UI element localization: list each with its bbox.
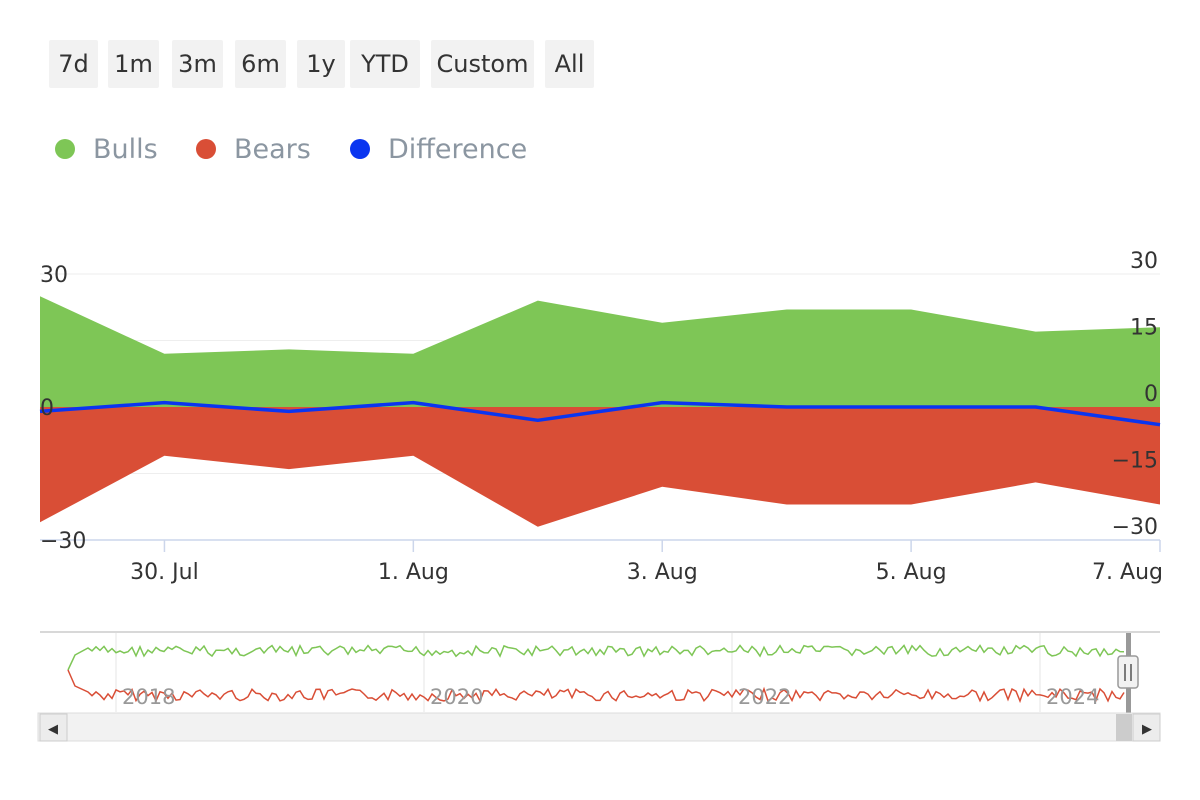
navigator-year-label: 2020 [430, 685, 483, 709]
range-button-1m[interactable]: 1m [108, 40, 159, 88]
range-button-ytd[interactable]: YTD [350, 40, 420, 88]
bears-dot-icon [196, 138, 216, 159]
legend-label-bulls: Bulls [93, 134, 158, 165]
legend-label-difference: Difference [388, 134, 528, 165]
navigator-year-label: 2022 [738, 685, 791, 709]
scroll-right-arrow-icon: ▶ [1142, 722, 1152, 737]
range-button-1y[interactable]: 1y [297, 40, 345, 88]
scrollbar-right-button[interactable] [1132, 713, 1161, 742]
scroll-left-arrow-icon: ◀ [48, 722, 58, 737]
scrollbar-track[interactable] [37, 712, 1161, 742]
difference-dot-icon [350, 138, 370, 159]
bulls-dot-icon [55, 138, 75, 159]
range-button-7d[interactable]: 7d [49, 40, 98, 88]
legend-item-bears[interactable]: Bears [196, 128, 311, 172]
scrollbar-left-button[interactable] [39, 713, 68, 742]
legend-item-difference[interactable]: Difference [350, 128, 527, 172]
navigator-year-label: 2018 [122, 685, 175, 709]
legend-label-bears: Bears [234, 134, 311, 165]
range-button-6m[interactable]: 6m [235, 40, 286, 88]
range-button-3m[interactable]: 3m [172, 40, 223, 88]
navigator-bulls-line [67, 644, 1125, 671]
legend-item-bulls[interactable]: Bulls [55, 128, 158, 172]
scrollbar-thumb[interactable] [1116, 714, 1132, 741]
navigator-year-label: 2024 [1046, 685, 1099, 709]
range-button-custom[interactable]: Custom [431, 40, 534, 88]
navigator-handle-right[interactable] [1117, 655, 1139, 689]
range-button-all[interactable]: All [545, 40, 594, 88]
navigator-bears-line [67, 669, 1125, 704]
